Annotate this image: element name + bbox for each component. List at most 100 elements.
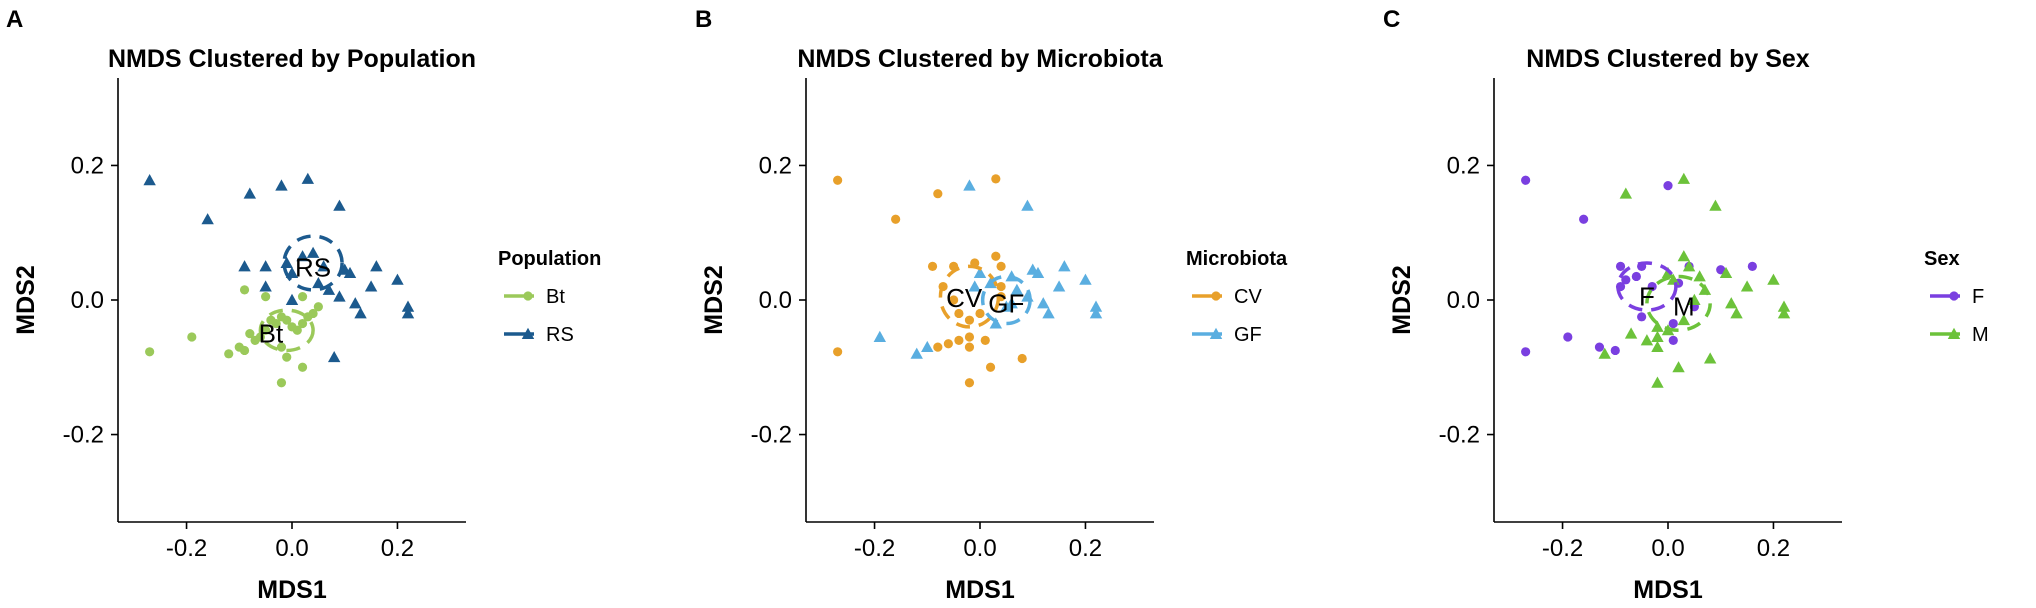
data-point xyxy=(261,325,271,335)
series-rs xyxy=(143,172,415,363)
data-point xyxy=(963,179,976,191)
data-point xyxy=(301,172,315,184)
cluster-ellipse xyxy=(258,308,315,353)
data-point xyxy=(833,175,843,185)
panel-letter: A xyxy=(6,6,23,33)
data-point xyxy=(297,362,308,372)
data-point xyxy=(1089,300,1103,312)
data-point xyxy=(1688,293,1701,305)
data-point xyxy=(1677,250,1691,262)
data-point xyxy=(973,266,987,279)
data-point xyxy=(1052,280,1066,292)
data-point xyxy=(1079,273,1092,285)
series-f xyxy=(1521,175,1757,357)
y-tick-label: 0.2 xyxy=(1447,152,1480,179)
data-point xyxy=(1667,273,1680,285)
data-point xyxy=(1668,335,1678,345)
data-point xyxy=(327,350,341,363)
data-point xyxy=(354,307,367,319)
y-axis-title: MDS2 xyxy=(12,265,40,334)
data-point xyxy=(292,325,302,335)
data-point xyxy=(964,315,975,325)
data-point xyxy=(991,251,1001,261)
cluster-label: CV xyxy=(946,283,983,313)
data-point xyxy=(201,213,214,225)
data-point xyxy=(343,266,357,279)
data-point xyxy=(306,246,320,258)
data-point xyxy=(1521,347,1531,357)
legend-label: CV xyxy=(1234,286,1262,308)
data-point xyxy=(143,174,156,186)
data-point xyxy=(1579,214,1589,224)
data-point xyxy=(1767,273,1780,285)
data-point xyxy=(1740,280,1754,292)
data-point xyxy=(1677,172,1691,184)
cluster-label: Bt xyxy=(259,319,284,349)
data-point xyxy=(1594,342,1605,352)
legend-title: Sex xyxy=(1924,248,1960,270)
data-point xyxy=(910,347,923,359)
data-point xyxy=(891,214,901,224)
data-point xyxy=(280,256,293,268)
data-point xyxy=(964,332,975,342)
data-point xyxy=(954,308,964,319)
data-point xyxy=(1000,300,1013,312)
data-point xyxy=(364,280,378,292)
data-point xyxy=(333,199,346,211)
data-point xyxy=(1005,297,1018,309)
y-axis-title: MDS2 xyxy=(1388,265,1416,334)
data-point xyxy=(985,362,996,372)
data-point xyxy=(1042,307,1055,319)
data-point xyxy=(187,332,197,342)
cluster-label: M xyxy=(1673,292,1695,322)
cluster-ellipse xyxy=(282,234,344,292)
x-tick-label: 0.0 xyxy=(963,535,996,562)
data-point xyxy=(1730,307,1743,319)
data-point xyxy=(927,261,938,271)
data-point xyxy=(1668,318,1678,329)
data-point xyxy=(333,290,346,302)
y-tick-label: -0.2 xyxy=(63,422,104,449)
data-point xyxy=(1663,181,1673,191)
y-tick-label: 0.0 xyxy=(759,287,792,314)
data-point xyxy=(312,276,325,289)
data-point xyxy=(933,342,943,352)
data-point xyxy=(1647,281,1657,292)
legend-key-marker xyxy=(523,291,533,301)
data-point xyxy=(370,260,383,272)
legend-label: Bt xyxy=(546,286,565,308)
data-point xyxy=(239,345,250,356)
data-point xyxy=(933,189,943,199)
data-point xyxy=(921,340,934,353)
x-axis-title: MDS1 xyxy=(945,576,1015,604)
y-tick-label: 0.0 xyxy=(71,287,104,314)
panel-letter: B xyxy=(695,6,712,33)
y-tick-label: 0.2 xyxy=(71,152,104,179)
data-point xyxy=(1619,187,1633,199)
x-axis-title: MDS1 xyxy=(257,576,327,604)
legend-key-marker xyxy=(1949,291,1959,301)
data-point xyxy=(317,260,330,272)
y-tick-label: 0.2 xyxy=(759,152,792,179)
data-point xyxy=(1621,275,1631,285)
data-point xyxy=(964,378,975,388)
x-axis-title: MDS1 xyxy=(1633,576,1703,604)
data-point xyxy=(391,273,404,285)
data-point xyxy=(1651,320,1664,332)
data-point xyxy=(1716,265,1726,275)
data-point xyxy=(1640,334,1654,346)
data-point xyxy=(259,260,272,272)
series-bt xyxy=(145,285,323,388)
data-point xyxy=(1709,199,1722,211)
data-point xyxy=(873,330,887,342)
legend-key-marker xyxy=(1211,291,1221,301)
data-point xyxy=(1563,332,1573,342)
data-point xyxy=(1631,271,1641,282)
legend-key-marker xyxy=(1947,327,1961,339)
data-point xyxy=(1725,297,1738,309)
panel-b: B NMDS Clustered by Microbiota -0.2 0.0 0.2 -… xyxy=(695,6,1288,604)
data-point xyxy=(1651,376,1664,388)
data-point xyxy=(239,285,250,295)
data-point xyxy=(1637,312,1647,322)
